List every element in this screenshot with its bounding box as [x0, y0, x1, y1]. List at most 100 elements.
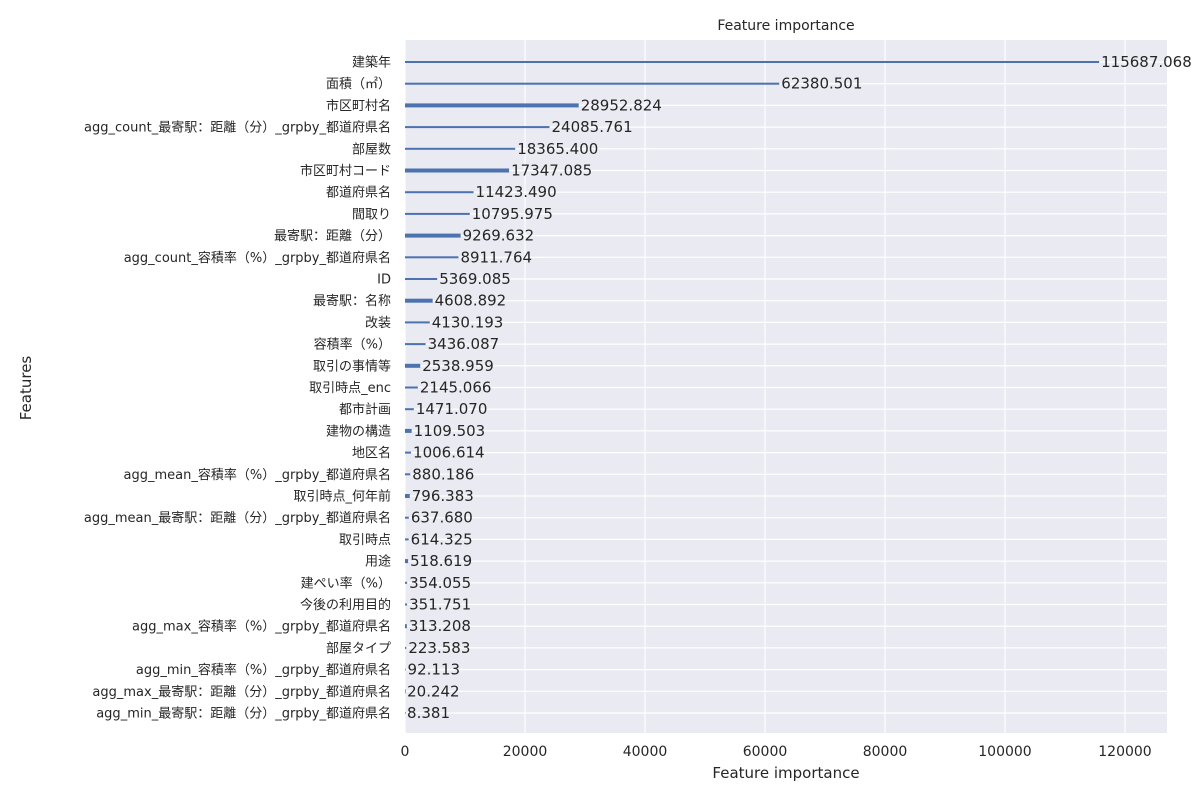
- y-tick-label: 建築年: [352, 56, 391, 71]
- y-tick-label: 取引時点_何年前: [293, 489, 391, 505]
- bar: [405, 712, 406, 714]
- y-tick-label: 間取り: [352, 207, 391, 222]
- y-tick-label: ID: [377, 273, 391, 288]
- x-tick-label: 80000: [863, 744, 908, 760]
- y-tick-label: 都市計画: [339, 402, 391, 418]
- bar: [405, 473, 411, 476]
- bar: [405, 256, 459, 259]
- bar: [405, 624, 407, 629]
- bar: [405, 494, 410, 498]
- data-label: 8.381: [407, 704, 450, 722]
- data-label: 62380.501: [781, 75, 862, 93]
- y-tick-label: agg_min_容積率（%）_grpby_都道府県名: [136, 662, 391, 678]
- bar: [405, 559, 409, 564]
- bar: [405, 321, 430, 324]
- data-label: 614.325: [411, 530, 473, 548]
- y-tick-label: agg_max_最寄駅：距離（分）_grpby_都道府県名: [92, 684, 391, 700]
- x-tick-label: 120000: [1098, 744, 1151, 760]
- x-tick-label: 0: [401, 744, 410, 760]
- y-tick-label: agg_max_容積率（%）_grpby_都道府県名: [132, 619, 391, 635]
- y-tick-label: 改装: [365, 316, 391, 331]
- value-labels: 115687.068 62380.501 28952.824 24085.761 183…: [407, 53, 1192, 722]
- data-label: 92.113: [408, 661, 461, 679]
- data-label: 1471.070: [416, 400, 488, 418]
- y-tick-label: 部屋数: [352, 142, 391, 157]
- data-label: 20.242: [407, 682, 460, 700]
- x-tick-label: 100000: [978, 744, 1031, 760]
- data-label: 637.680: [411, 509, 473, 527]
- plot-background: [405, 40, 1167, 733]
- data-label: 18365.400: [517, 140, 598, 158]
- y-tick-label: agg_mean_最寄駅：距離（分）_grpby_都道府県名: [84, 510, 391, 526]
- y-tick-label: 面積（㎡）: [326, 77, 391, 92]
- y-tick-label: 市区町村名: [326, 98, 391, 114]
- bar: [405, 668, 406, 671]
- bar: [405, 603, 408, 606]
- bar: [405, 689, 406, 694]
- data-label: 5369.085: [439, 270, 511, 288]
- data-label: 115687.068: [1101, 53, 1192, 71]
- data-label: 1109.503: [414, 422, 486, 440]
- y-tick-label: 用途: [365, 554, 391, 570]
- y-tick-label: 部屋タイプ: [326, 641, 391, 656]
- y-tick-label: 最寄駅：距離（分）: [274, 228, 391, 244]
- data-label: 2538.959: [422, 357, 494, 375]
- y-tick-label: 建ぺい率（%）: [301, 575, 391, 591]
- y-tick-label: 地区名: [352, 445, 391, 461]
- data-label: 28952.824: [581, 96, 662, 114]
- data-label: 3436.087: [428, 335, 500, 353]
- data-label: 9269.632: [463, 227, 535, 245]
- data-label: 8911.764: [460, 248, 532, 266]
- x-tick-label: 20000: [503, 744, 548, 760]
- data-label: 10795.975: [472, 205, 553, 223]
- y-tick-label: agg_count_容積率（%）_grpby_都道府県名: [124, 250, 391, 266]
- x-tick-labels: 0 20000 40000 60000 80000 100000 120000: [401, 744, 1152, 760]
- y-tick-label: 取引の事情等: [313, 358, 391, 374]
- bar: [405, 343, 426, 346]
- data-label: 4608.892: [435, 292, 507, 310]
- data-label: 313.208: [409, 617, 471, 635]
- y-tick-label: 市区町村コード: [300, 163, 391, 179]
- y-tick-label: 建物の構造: [326, 424, 391, 439]
- data-label: 351.751: [409, 596, 471, 614]
- bar: [405, 363, 421, 368]
- y-axis-label: Features: [17, 356, 35, 421]
- bar: [405, 103, 579, 108]
- x-axis-label: Feature importance: [712, 764, 859, 782]
- bar: [405, 278, 438, 280]
- bar: [405, 451, 412, 454]
- data-label: 223.583: [408, 639, 470, 657]
- data-label: 4130.193: [432, 313, 504, 331]
- bar: [405, 233, 461, 238]
- data-label: 2145.066: [420, 379, 492, 397]
- y-tick-label: agg_min_最寄駅：距離（分）_grpby_都道府県名: [96, 706, 391, 722]
- y-tick-label: 取引時点: [339, 533, 391, 548]
- y-tick-label: agg_count_最寄駅：距離（分）_grpby_都道府県名: [84, 120, 391, 136]
- data-label: 796.383: [412, 487, 474, 505]
- bar: [405, 428, 412, 433]
- data-label: 518.619: [410, 552, 472, 570]
- bar: [405, 298, 433, 303]
- bar: [405, 126, 550, 129]
- bar: [405, 147, 516, 150]
- data-label: 24085.761: [552, 118, 633, 136]
- y-tick-label: 最寄駅：名称: [313, 293, 391, 309]
- y-tick-label: 取引時点_enc: [309, 381, 391, 396]
- y-tick-label: agg_mean_容積率（%）_grpby_都道府県名: [124, 467, 391, 483]
- data-label: 354.055: [409, 574, 471, 592]
- chart-title: Feature importance: [717, 18, 854, 34]
- bar: [405, 61, 1100, 63]
- bar: [405, 408, 414, 411]
- bar: [405, 212, 470, 215]
- bar: [405, 646, 407, 649]
- data-label: 17347.085: [511, 162, 592, 180]
- bar: [405, 516, 409, 519]
- bars: [405, 61, 1100, 714]
- data-label: 11423.490: [476, 183, 557, 201]
- bar: [405, 386, 418, 389]
- x-tick-label: 40000: [623, 744, 668, 760]
- data-label: 880.186: [412, 465, 474, 483]
- y-tick-label: 容積率（%）: [314, 337, 391, 353]
- y-tick-label: 都道府県名: [326, 185, 391, 201]
